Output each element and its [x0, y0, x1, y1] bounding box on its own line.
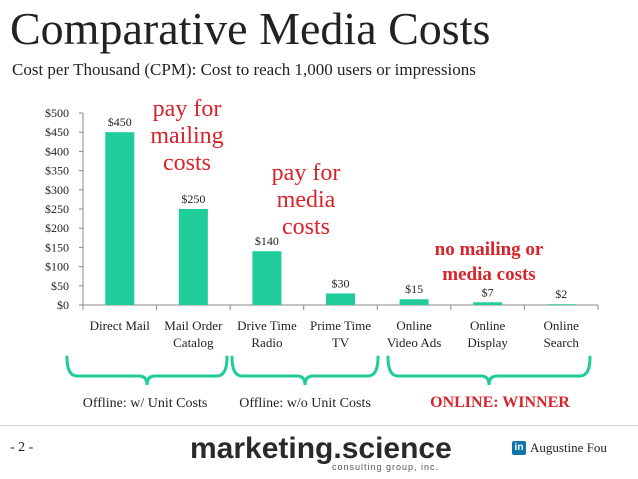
- bar: [105, 132, 135, 305]
- group-bracket: [230, 355, 380, 386]
- cpm-bar-chart: $0 $50 $100 $150 $200 $250 $300 $350 $400 $450 $50…: [45, 96, 599, 411]
- page-number: - 2 -: [10, 440, 34, 455]
- bar: [252, 251, 282, 305]
- chart-annotation: media: [277, 187, 336, 213]
- chart-annotation: costs: [282, 214, 330, 240]
- y-tick-label: $200: [45, 221, 69, 235]
- bar: [399, 299, 429, 305]
- company-logo-subtext: consulting group, inc.: [332, 462, 440, 472]
- group-label: ONLINE: WINNER: [430, 394, 570, 411]
- x-tick-label: Search: [544, 335, 580, 350]
- y-tick-label: $50: [51, 279, 69, 293]
- chart-annotation: no mailing or: [435, 239, 544, 260]
- chart-annotation: media costs: [442, 264, 535, 285]
- group-label: Offline: w/o Unit Costs: [239, 396, 371, 411]
- x-tick-label: Radio: [251, 335, 282, 350]
- x-tick-label: Online: [470, 318, 506, 333]
- y-tick-label: $450: [45, 125, 69, 139]
- data-label: $140: [255, 234, 279, 248]
- slide-title: Comparative Media Costs: [10, 3, 491, 54]
- data-label: $2: [555, 287, 567, 301]
- x-tick-label: Mail Order: [164, 318, 223, 333]
- y-tick-label: $100: [45, 260, 69, 274]
- x-tick-label: Video Ads: [387, 335, 441, 350]
- x-tick-label: TV: [332, 335, 350, 350]
- x-tick-label: Drive Time: [237, 318, 297, 333]
- bar: [178, 209, 208, 305]
- x-tick-label: Direct Mail: [90, 318, 151, 333]
- y-tick-label: $0: [57, 298, 69, 312]
- bar: [546, 304, 576, 305]
- company-logo: marketing.science: [190, 432, 452, 465]
- y-tick-label: $250: [45, 202, 69, 216]
- y-tick-label: $350: [45, 164, 69, 178]
- slide-subtitle: Cost per Thousand (CPM): Cost to reach 1…: [12, 60, 476, 79]
- chart-annotation: pay for: [153, 96, 222, 122]
- data-label: $15: [405, 282, 423, 296]
- x-tick-label: Online: [396, 318, 432, 333]
- group-label: Offline: w/ Unit Costs: [83, 396, 208, 411]
- chart-annotation: costs: [163, 150, 211, 176]
- data-label: $450: [108, 115, 132, 129]
- bar: [473, 302, 503, 305]
- y-tick-label: $150: [45, 240, 69, 254]
- group-bracket: [65, 355, 229, 386]
- author-name: Augustine Fou: [530, 440, 607, 455]
- x-tick-label: Catalog: [173, 335, 214, 350]
- group-bracket: [386, 355, 592, 386]
- chart-annotation: pay for: [272, 160, 341, 186]
- x-tick-label: Prime Time: [310, 318, 371, 333]
- bar: [326, 293, 355, 305]
- y-tick-label: $500: [45, 106, 69, 120]
- data-label: $250: [181, 192, 205, 206]
- data-label: $7: [482, 285, 494, 299]
- y-tick-label: $300: [45, 183, 69, 197]
- footer-divider: [0, 425, 638, 426]
- y-tick-label: $400: [45, 144, 69, 158]
- x-tick-label: Online: [544, 318, 580, 333]
- chart-annotation: mailing: [150, 123, 223, 149]
- linkedin-icon: in: [512, 441, 526, 455]
- author-credit: in Augustine Fou: [512, 440, 607, 456]
- data-label: $30: [332, 276, 350, 290]
- x-tick-label: Display: [467, 335, 508, 350]
